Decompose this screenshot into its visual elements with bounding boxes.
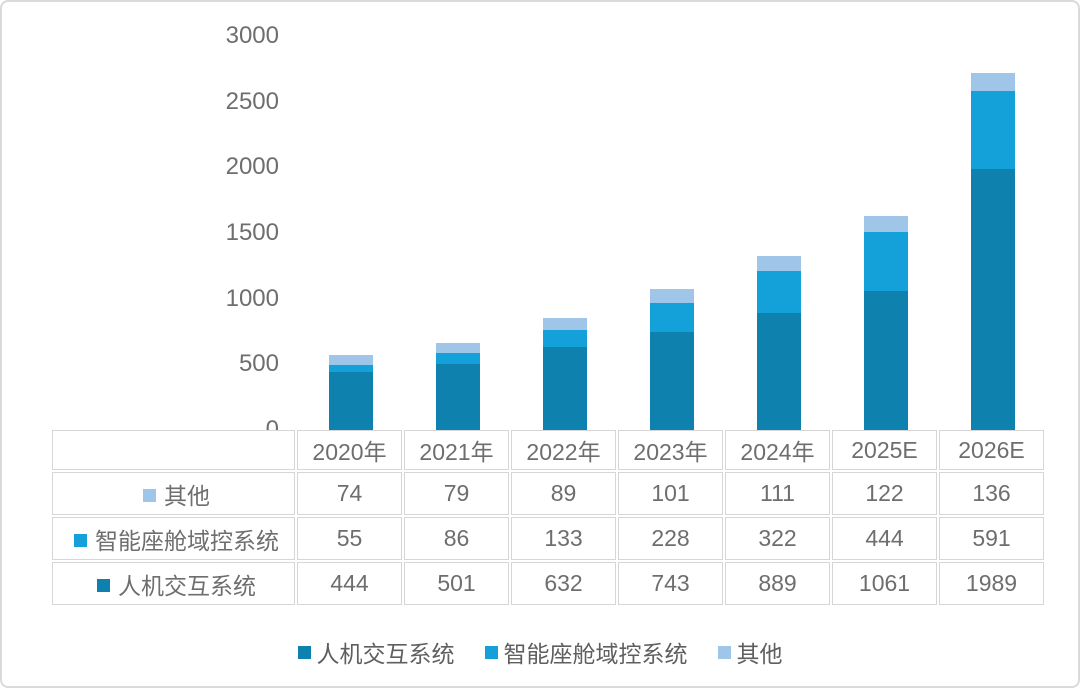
table-value-cell: 74 [297, 472, 402, 515]
legend-label: 人机交互系统 [316, 641, 455, 667]
legend-item-hmi: 人机交互系统 [297, 635, 455, 669]
plot-area [297, 2, 1046, 430]
bar-segment-hmi [756, 313, 801, 430]
table-row-header-cockpit: 智能座舱域控系统 [52, 517, 295, 560]
bar-2024年 [756, 256, 801, 430]
legend-label: 智能座舱域控系统 [503, 641, 688, 667]
table-row-other: 其他 74 79 89 101 111 122 136 [52, 472, 1044, 515]
table-value-cell: 444 [297, 562, 402, 605]
table-value-cell: 228 [618, 517, 723, 560]
bar-segment-hmi [649, 332, 694, 430]
table-row-header-hmi: 人机交互系统 [52, 562, 295, 605]
bar-segment-hmi [970, 168, 1015, 430]
table-value-cell: 133 [511, 517, 616, 560]
series-swatch-icon [97, 578, 110, 592]
y-tick-label: 2500 [225, 87, 279, 115]
data-table: 2020年 2021年 2022年 2023年 2024年 2025E 2026E 其他 74… [50, 428, 1046, 607]
table-value-cell: 444 [832, 517, 937, 560]
series-label: 人机交互系统 [118, 572, 256, 599]
table-value-cell: 111 [725, 472, 830, 515]
table-year-header: 2021年 [404, 430, 509, 470]
legend-item-cockpit: 智能座舱域控系统 [484, 635, 688, 669]
table-value-cell: 591 [939, 517, 1044, 560]
table-value-cell: 89 [511, 472, 616, 515]
chart-legend: 人机交互系统 智能座舱域控系统 其他 [2, 635, 1078, 669]
y-tick-label: 2000 [225, 153, 279, 181]
table-value-cell: 322 [725, 517, 830, 560]
bar-segment-other [435, 342, 480, 353]
series-swatch-icon [143, 488, 156, 502]
stacked-bar-chart: 050010001500200025003000 [2, 2, 1078, 443]
y-tick-label: 500 [238, 350, 279, 378]
legend-label: 其他 [736, 641, 783, 667]
bar-segment-hmi [542, 347, 587, 430]
bar-2023年 [649, 289, 694, 430]
bar-2026E [970, 73, 1015, 430]
table-year-header: 2022年 [511, 430, 616, 470]
table-value-cell: 55 [297, 517, 402, 560]
y-tick-label: 1500 [225, 219, 279, 246]
legend-swatch-icon [717, 645, 731, 659]
legend-item-other: 其他 [717, 635, 783, 669]
data-table-wrap: 2020年 2021年 2022年 2023年 2024年 2025E 2026E 其他 74… [50, 428, 1046, 607]
table-value-cell: 136 [939, 472, 1044, 515]
table-value-cell: 889 [725, 562, 830, 605]
table-value-cell: 743 [618, 562, 723, 605]
bar-segment-other [649, 289, 694, 303]
series-label: 其他 [164, 482, 210, 509]
bar-segment-other [970, 73, 1015, 92]
bar-2025E [863, 216, 908, 430]
table-value-cell: 101 [618, 472, 723, 515]
table-value-cell: 79 [404, 472, 509, 515]
bar-2020年 [328, 354, 373, 430]
table-value-cell: 632 [511, 562, 616, 605]
bar-2021年 [435, 342, 480, 430]
bar-segment-other [756, 256, 801, 271]
bar-segment-other [863, 216, 908, 233]
table-header-row: 2020年 2021年 2022年 2023年 2024年 2025E 2026E [52, 430, 1044, 470]
bar-segment-hmi [863, 290, 908, 430]
y-tick-label: 1000 [225, 284, 279, 312]
bar-segment-cockpit [863, 232, 908, 291]
table-body: 其他 74 79 89 101 111 122 136 智能座舱域控系统 55 86 133 228 32… [52, 472, 1044, 605]
series-swatch-icon [74, 533, 87, 547]
bar-segment-hmi [435, 364, 480, 430]
table-year-header: 2026E [939, 430, 1044, 470]
table-value-cell: 501 [404, 562, 509, 605]
legend-swatch-icon [484, 645, 498, 659]
table-year-header: 2025E [832, 430, 937, 470]
bar-segment-other [542, 317, 587, 330]
table-value-cell: 1989 [939, 562, 1044, 605]
y-axis: 050010001500200025003000 [2, 2, 279, 443]
table-row-cockpit: 智能座舱域控系统 55 86 133 228 322 444 591 [52, 517, 1044, 560]
bar-segment-cockpit [649, 302, 694, 333]
bar-segment-cockpit [970, 91, 1015, 169]
table-row-hmi: 人机交互系统 444 501 632 743 889 1061 1989 [52, 562, 1044, 605]
table-year-header: 2023年 [618, 430, 723, 470]
y-tick-label: 3000 [225, 22, 279, 49]
table-row-header-other: 其他 [52, 472, 295, 515]
series-label: 智能座舱域控系统 [95, 527, 279, 554]
bar-segment-other [328, 354, 373, 365]
table-year-header: 2024年 [725, 430, 830, 470]
table-year-header: 2020年 [297, 430, 402, 470]
bar-segment-hmi [328, 371, 373, 430]
bar-segment-cockpit [542, 329, 587, 347]
legend-swatch-icon [297, 645, 311, 659]
table-value-cell: 86 [404, 517, 509, 560]
bar-segment-cockpit [328, 364, 373, 372]
table-value-cell: 122 [832, 472, 937, 515]
bar-segment-cockpit [435, 352, 480, 365]
table-corner-cell [52, 430, 295, 470]
bar-segment-cockpit [756, 270, 801, 314]
table-value-cell: 1061 [832, 562, 937, 605]
bar-2022年 [542, 317, 587, 430]
table-head: 2020年 2021年 2022年 2023年 2024年 2025E 2026E [52, 430, 1044, 470]
